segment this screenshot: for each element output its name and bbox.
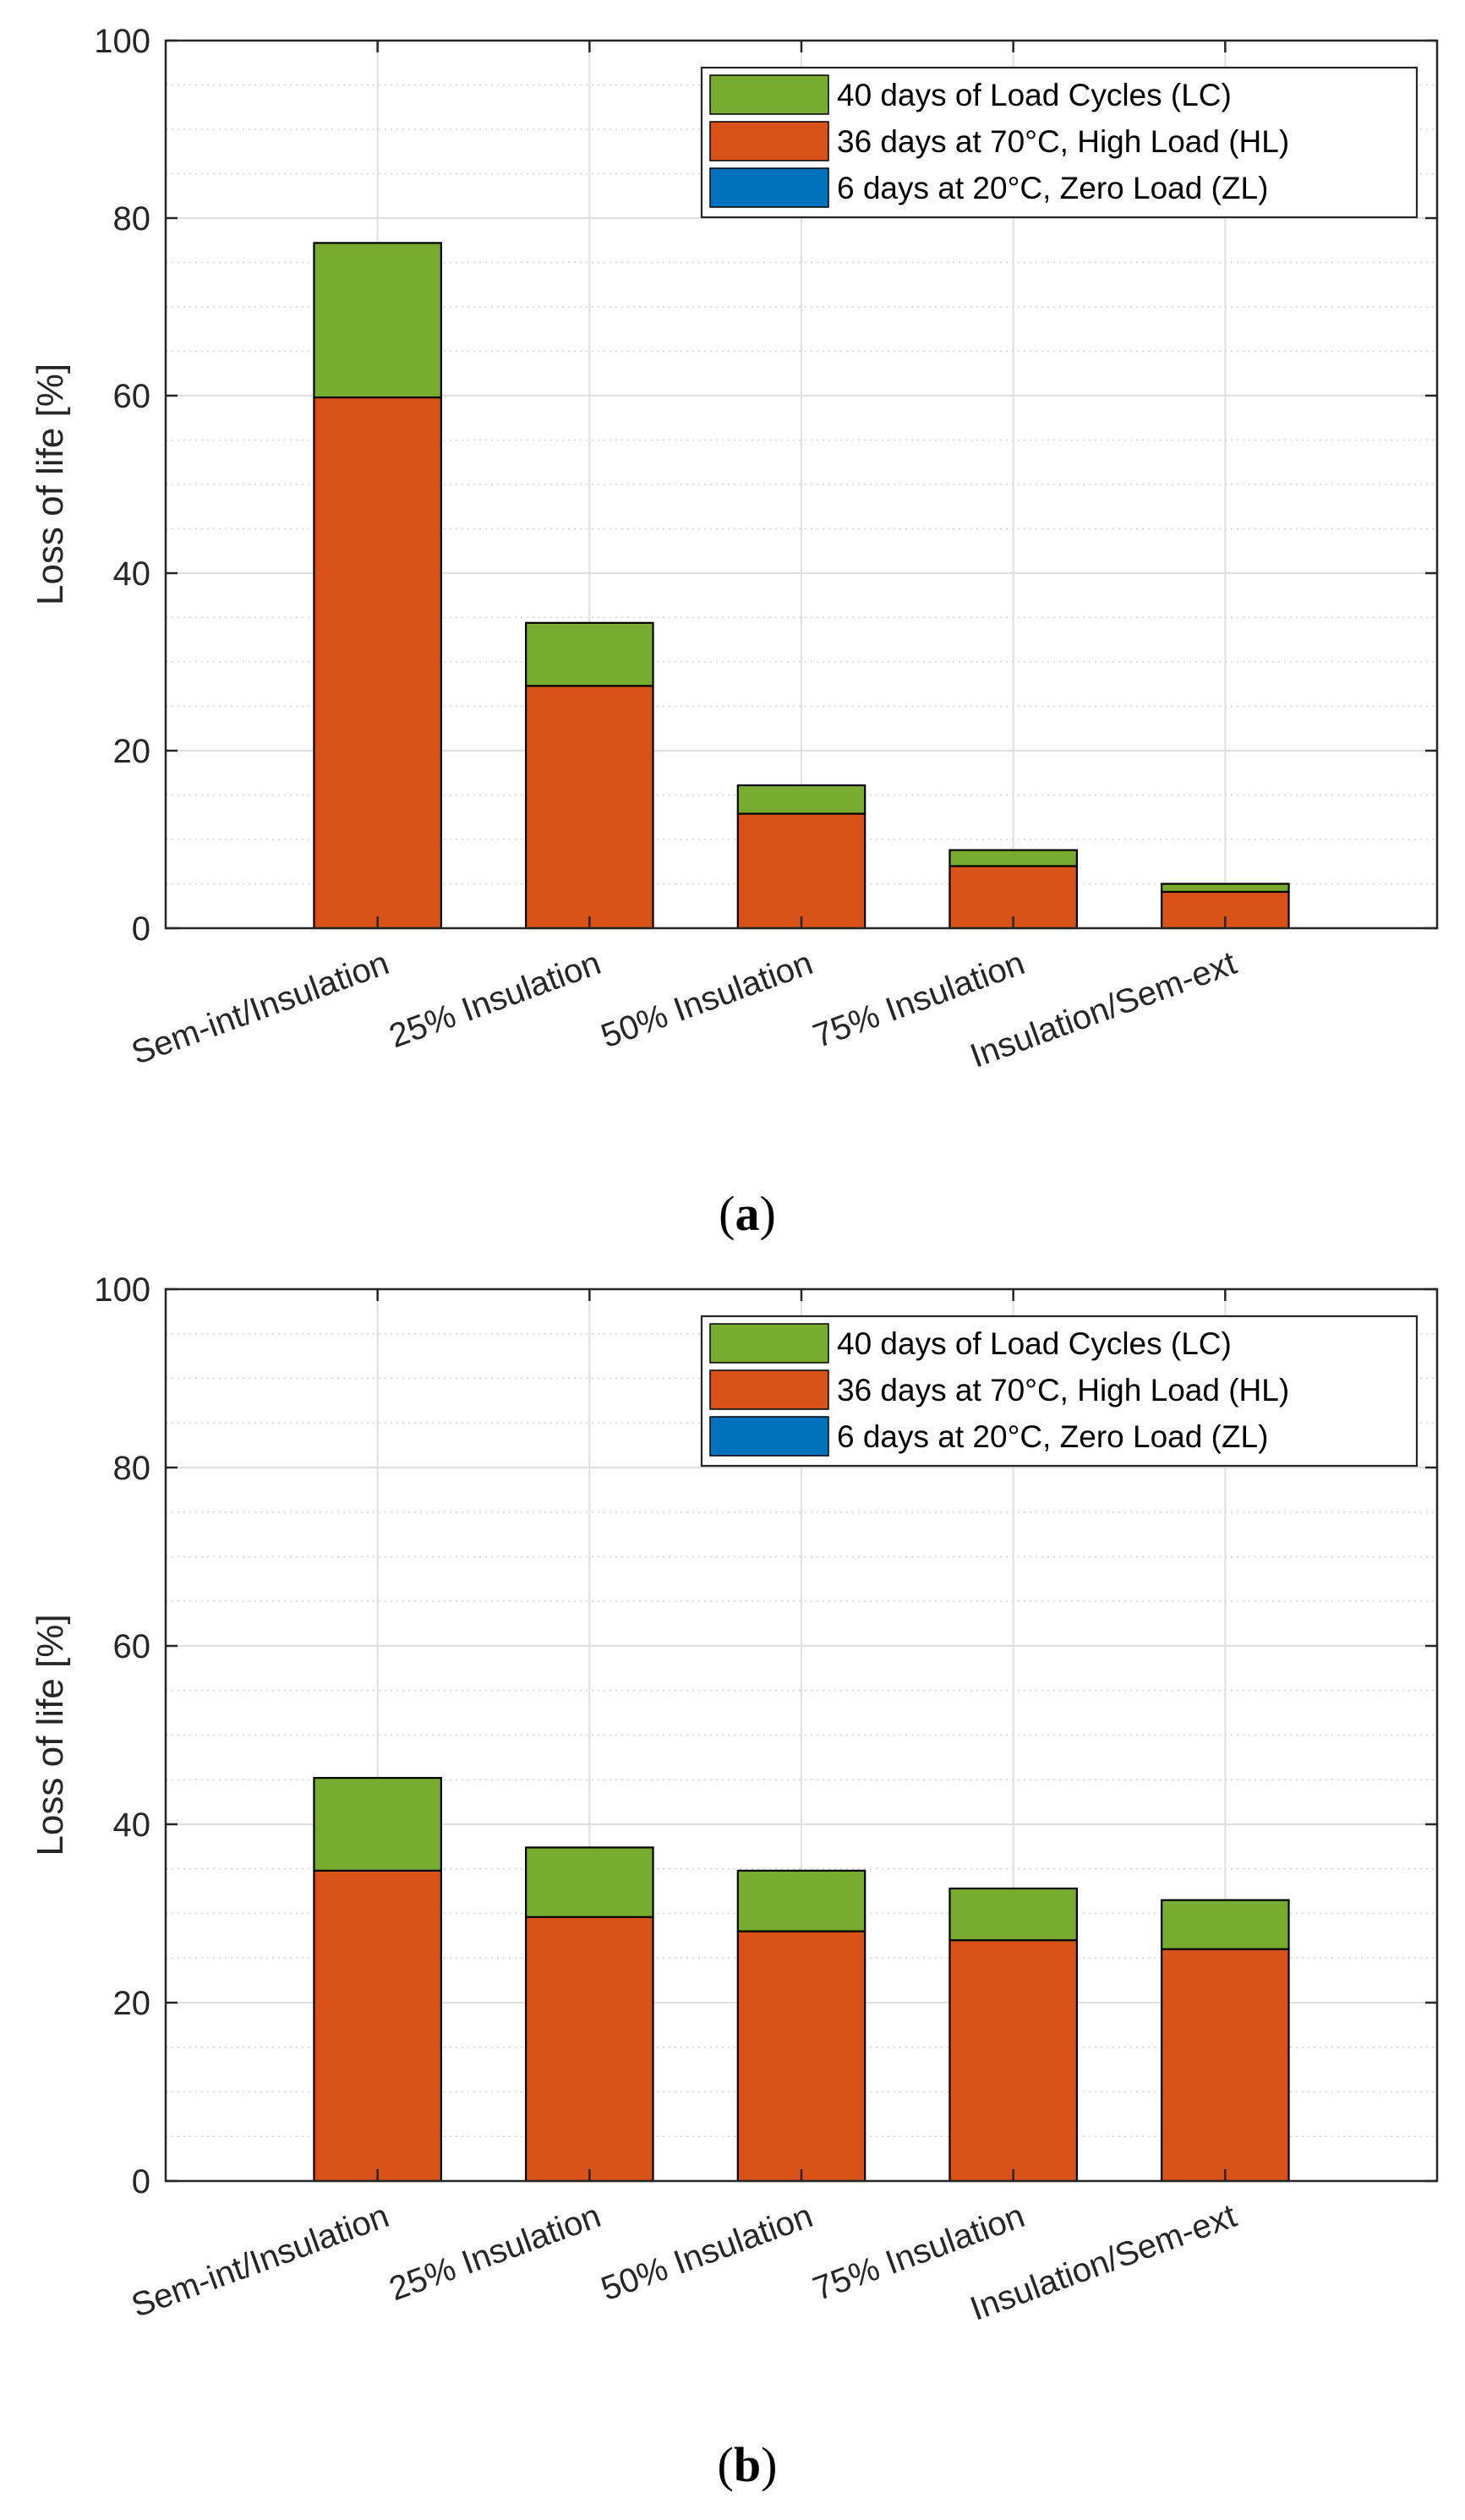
caption-close: ) <box>761 2437 777 2492</box>
bar-segment-hl <box>525 1916 654 2183</box>
panel-caption: (a) <box>719 1186 776 1241</box>
x-category-label: 25% Insulation <box>385 2197 606 2308</box>
x-category-label: 25% Insulation <box>385 944 606 1055</box>
y-tick-label: 100 <box>94 23 150 60</box>
legend-label-zl: 6 days at 20°C, Zero Load (ZL) <box>837 171 1268 205</box>
y-tick-label: 40 <box>113 555 151 593</box>
legend-label-hl: 36 days at 70°C, High Load (HL) <box>837 124 1289 159</box>
bar-segment-lc <box>313 242 442 399</box>
y-tick-label: 60 <box>113 378 151 415</box>
legend-label-lc: 40 days of Load Cycles (LC) <box>837 1326 1232 1361</box>
bar-segment-lc <box>736 1869 866 1932</box>
y-tick-label: 40 <box>113 1807 151 1844</box>
bar-segment-lc <box>313 1777 442 1872</box>
bar-segment-lc <box>736 784 866 815</box>
y-tick-label: 80 <box>113 1450 151 1487</box>
bar-segment-hl <box>736 1930 866 2183</box>
y-tick-label: 20 <box>113 1985 151 2022</box>
y-axis-title: Loss of life [%] <box>30 1614 71 1856</box>
bar-segment-lc <box>948 1887 1078 1942</box>
legend: 40 days of Load Cycles (LC) 36 days at 70… <box>700 66 1419 219</box>
bars <box>313 1777 1290 2183</box>
panel-caption: (b) <box>718 2437 778 2492</box>
legend-swatch-zl <box>709 1416 829 1457</box>
x-category-label: Sem-int/Insulation <box>127 2197 394 2325</box>
legend-swatch-hl <box>709 1369 829 1410</box>
x-category-label: 50% Insulation <box>596 944 817 1055</box>
legend: 40 days of Load Cycles (LC) 36 days at 70… <box>700 1315 1419 1468</box>
chart-panel-a: 0 20 40 60 80 100 Loss of life [%] Sem-int/Insu… <box>30 23 1439 1241</box>
legend-swatch-lc <box>709 74 829 115</box>
caption-open: ( <box>718 2437 734 2492</box>
legend-label-lc: 40 days of Load Cycles (LC) <box>837 78 1232 112</box>
bar-segment-hl <box>313 396 442 930</box>
y-tick-label: 60 <box>113 1628 151 1665</box>
y-axis: 0 20 40 60 80 100 <box>94 23 1437 948</box>
y-tick-label: 20 <box>113 733 151 770</box>
legend-swatch-hl <box>709 121 829 161</box>
x-category-label: Sem-int/Insulation <box>127 944 394 1072</box>
legend-label-zl: 6 days at 20°C, Zero Load (ZL) <box>837 1419 1268 1454</box>
bar-segment-lc <box>1161 883 1290 894</box>
bar-segment-lc <box>525 1846 654 1918</box>
bar-segment-lc <box>948 849 1078 867</box>
x-category-label: 50% Insulation <box>596 2197 817 2308</box>
caption-open: ( <box>719 1186 735 1241</box>
y-tick-label: 0 <box>132 2163 150 2200</box>
caption-letter: a <box>735 1186 760 1241</box>
bar-segment-hl <box>313 1869 442 2183</box>
y-axis: 0 20 40 60 80 100 <box>94 1271 1437 2200</box>
bar-segment-hl <box>525 685 654 930</box>
bar-segment-hl <box>1161 1948 1290 2183</box>
y-tick-label: 80 <box>113 200 151 238</box>
caption-close: ) <box>760 1186 776 1241</box>
legend-label-hl: 36 days at 70°C, High Load (HL) <box>837 1373 1289 1408</box>
y-tick-label: 0 <box>132 910 150 948</box>
y-tick-label: 100 <box>94 1271 150 1309</box>
bar-segment-lc <box>1161 1899 1290 1950</box>
caption-letter: b <box>734 2437 761 2492</box>
chart-panel-b: 0 20 40 60 80 100 Loss of life [%] Sem-int/Insu… <box>30 1271 1439 2492</box>
bar-segment-hl <box>948 1939 1078 2183</box>
legend-swatch-lc <box>709 1323 829 1364</box>
bar-segment-lc <box>525 621 654 687</box>
legend-swatch-zl <box>709 167 829 208</box>
bar-segment-hl <box>736 812 866 930</box>
y-axis-title: Loss of life [%] <box>30 364 71 605</box>
